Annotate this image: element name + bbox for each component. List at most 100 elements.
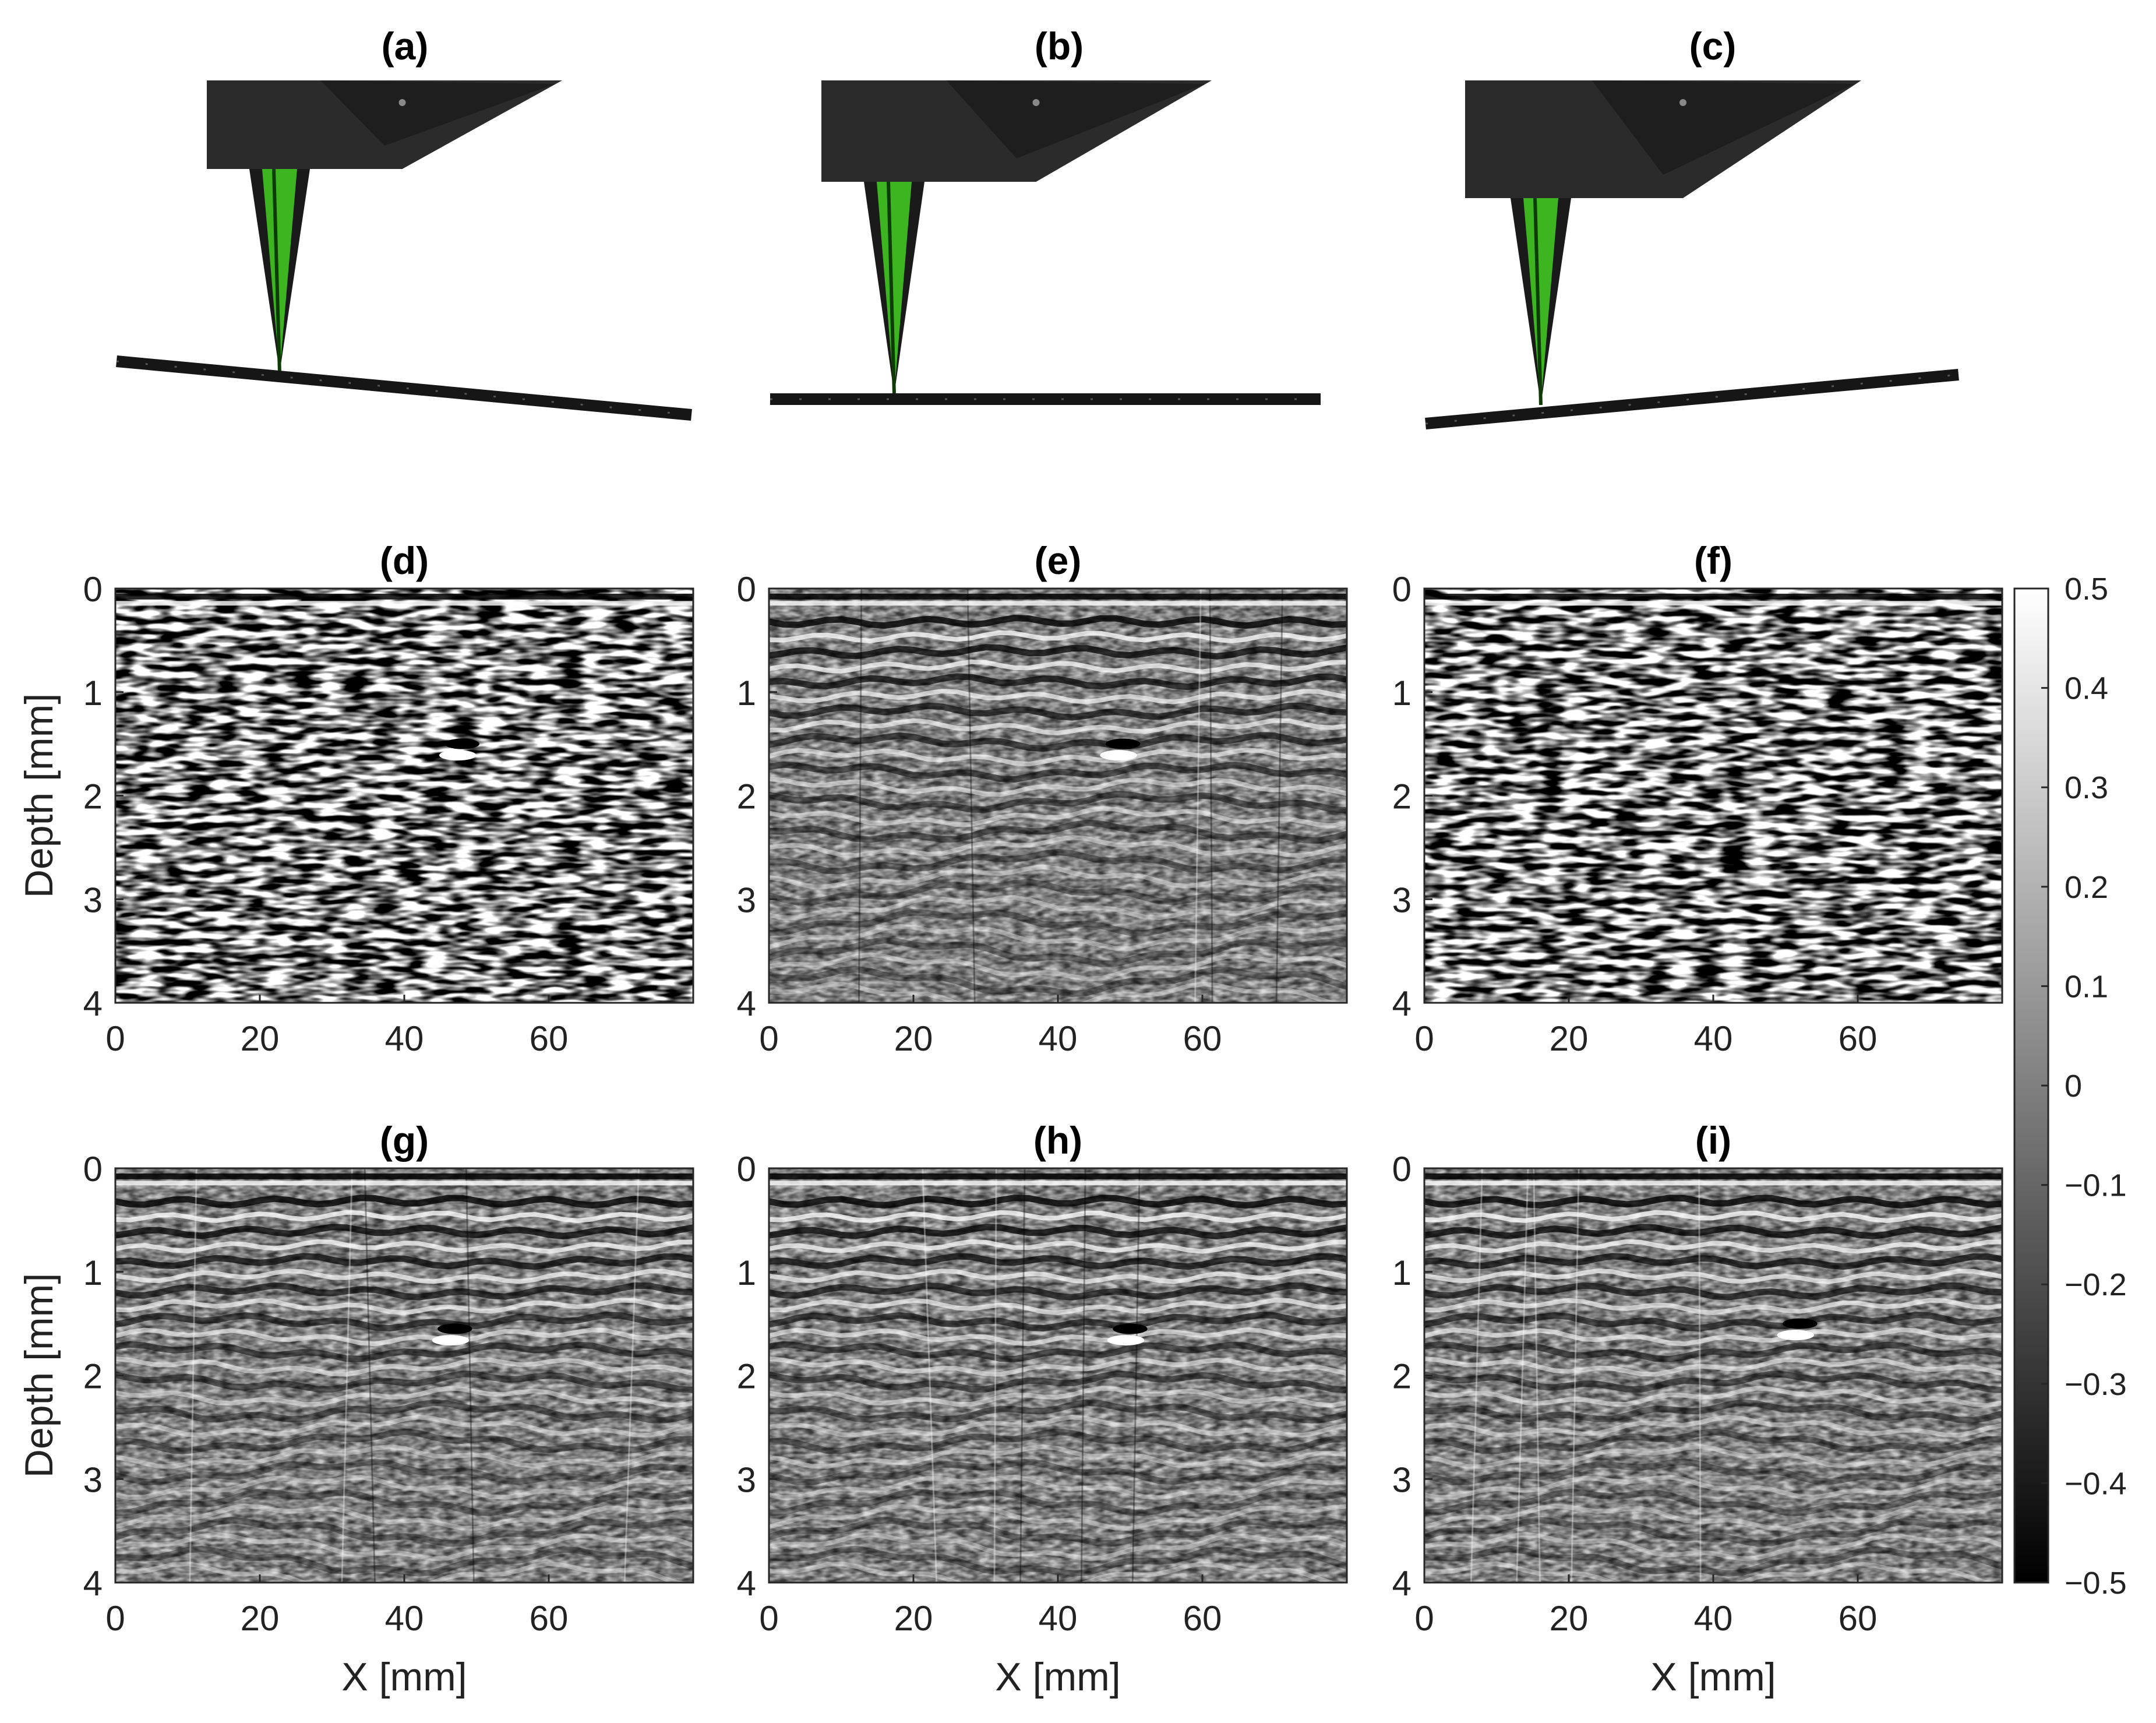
- y-tick-label: 0: [737, 1150, 756, 1189]
- screw-icon: [1679, 99, 1686, 106]
- defect-echo: [1107, 1323, 1148, 1346]
- x-tick-label: 40: [385, 1019, 424, 1058]
- layer-band: [769, 1327, 1347, 1347]
- probe-face: [320, 80, 555, 146]
- layer-band: [769, 1195, 1347, 1209]
- surface-echo-light: [1424, 601, 2002, 606]
- x-tick-label: 0: [759, 1599, 778, 1638]
- beam-center-line: [1533, 198, 1543, 406]
- y-tick-label: 4: [1392, 984, 1412, 1023]
- layer-band: [769, 981, 1346, 1003]
- x-tick-label: 20: [1550, 1599, 1589, 1638]
- colorbar: 0.5 0.4 0.3 0.2 0.1 0 −0.1 −0.2 −0.3 −0.4 −0.5: [2013, 572, 2127, 1601]
- vertical-artifact: [189, 1168, 197, 1583]
- layer-band: [1424, 1282, 2002, 1301]
- vertical-artifact: [966, 589, 976, 1003]
- defect-echo-dark: [437, 1323, 472, 1334]
- vertical-artifact: [1131, 1168, 1141, 1583]
- y-tick-label: 1: [737, 1253, 756, 1292]
- layer-reflections: [769, 615, 1347, 1003]
- defect-echo: [439, 738, 479, 761]
- panel-label: (b): [1035, 24, 1084, 68]
- layer-band: [1424, 1386, 2002, 1408]
- vertical-artifact: [465, 1168, 475, 1583]
- y-tick-label: 3: [1392, 880, 1412, 919]
- layer-band: [769, 966, 1347, 998]
- layer-band: [1424, 1298, 2002, 1316]
- y-tick-label: 1: [1392, 674, 1412, 713]
- specimen-plate: [1425, 369, 1959, 429]
- bscan-image: [115, 589, 693, 1003]
- defect-echo-light: [1100, 750, 1137, 761]
- defect-echo-dark: [1113, 1323, 1148, 1334]
- y-tick-label: 2: [1392, 777, 1412, 816]
- layer-band: [1424, 1475, 2002, 1500]
- layer-band: [769, 1253, 1347, 1270]
- panel-title: (f): [1694, 539, 1732, 582]
- layer-band: [769, 688, 1347, 704]
- layer-band: [115, 1444, 693, 1469]
- layer-band: [769, 1268, 1347, 1284]
- x-tick-label: 60: [1183, 1019, 1222, 1058]
- x-tick-label: 20: [241, 1019, 280, 1058]
- y-tick-label: 4: [83, 1564, 103, 1603]
- bscan-image: [769, 1168, 1347, 1583]
- layer-band: [1424, 1428, 2002, 1454]
- vertical-artifact: [341, 1168, 353, 1583]
- surface-echo-dark: [115, 593, 693, 600]
- x-tick-label: 40: [1039, 1599, 1078, 1638]
- specimen-plate: [116, 355, 692, 421]
- x-axis-label: X [mm]: [341, 1655, 467, 1699]
- layer-band: [1424, 1517, 2002, 1547]
- y-tick-label: 1: [83, 674, 103, 713]
- layer-band: [1424, 1312, 2002, 1332]
- layer-band: [1424, 1327, 2002, 1347]
- layer-band: [769, 1561, 1346, 1583]
- layer-band: [115, 1268, 693, 1284]
- surface-echo-dark: [115, 1173, 693, 1179]
- layer-band: [769, 630, 1347, 644]
- layer-band: [769, 1298, 1347, 1316]
- layer-band: [1424, 1561, 2002, 1583]
- panel-label: (c): [1689, 24, 1737, 68]
- layer-band: [769, 1428, 1347, 1454]
- y-tick-label: 3: [1392, 1460, 1412, 1499]
- x-tick-label: 60: [1839, 1599, 1878, 1638]
- vertical-artifact: [922, 1168, 938, 1583]
- bscan-image: [115, 1168, 693, 1583]
- illustration-b: (b): [770, 24, 1321, 405]
- layer-band: [769, 1458, 1347, 1486]
- layer-band: [115, 1545, 693, 1577]
- x-tick-label: 0: [105, 1599, 125, 1638]
- layer-band: [1424, 1489, 2002, 1517]
- layer-band: [769, 732, 1347, 752]
- layer-band: [115, 1428, 693, 1454]
- y-tick-label: 0: [737, 570, 756, 609]
- x-tick-label: 40: [1694, 1599, 1733, 1638]
- x-tick-label: 60: [530, 1599, 569, 1638]
- layer-band: [769, 1341, 1347, 1363]
- x-tick-label: 0: [759, 1019, 778, 1058]
- layer-band: [769, 1239, 1347, 1254]
- beam-center-line: [272, 168, 281, 374]
- colorbar-tick-label: −0.4: [2065, 1466, 2127, 1501]
- layer-band: [115, 1298, 693, 1316]
- x-tick-label: 60: [1183, 1599, 1222, 1638]
- layer-band: [769, 1517, 1347, 1547]
- layer-band: [1424, 1356, 2002, 1377]
- defect-echo-dark: [444, 738, 479, 749]
- layer-band: [115, 1370, 693, 1393]
- colorbar-tick-label: 0.1: [2065, 969, 2108, 1004]
- y-tick-label: 1: [737, 674, 756, 713]
- colorbar-tick-label: 0.4: [2065, 671, 2108, 706]
- illustration-c: (c): [1425, 24, 1959, 429]
- x-tick-label: 60: [1839, 1019, 1878, 1058]
- layer-band: [1424, 1399, 2002, 1424]
- layer-band: [1424, 1444, 2002, 1469]
- layer-band: [769, 791, 1347, 813]
- colorbar-tick-label: 0.5: [2065, 572, 2108, 607]
- surface-echo-dark: [1424, 1173, 2002, 1179]
- layer-band: [115, 1386, 693, 1408]
- layer-band: [769, 1444, 1347, 1469]
